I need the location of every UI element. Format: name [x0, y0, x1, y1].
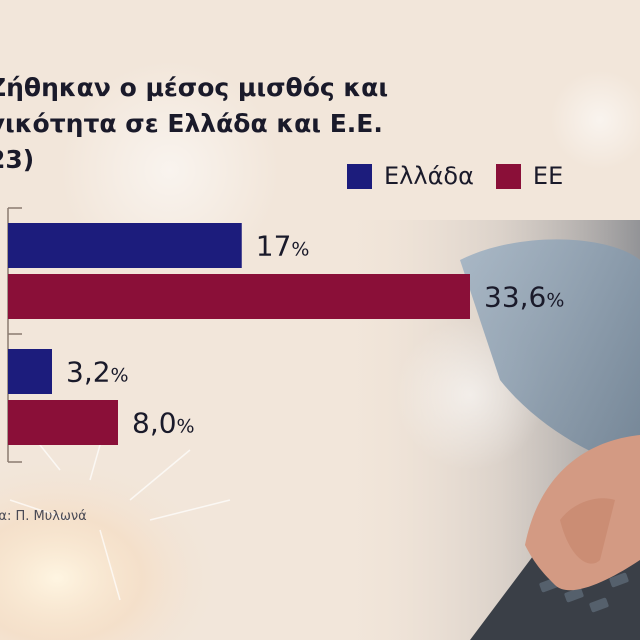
legend-label-greece: Ελλάδα [384, 162, 474, 190]
bar-eu-1 [8, 274, 470, 319]
source-credit: ια: Π. Μυλωνά [0, 509, 87, 524]
bar-greece-1 [8, 223, 242, 268]
chart-title-line-3: 23) [0, 145, 35, 174]
bar-greece-2 [8, 349, 52, 394]
bar-eu-2 [8, 400, 118, 445]
data-label-eu-2: 8,0% [132, 407, 195, 440]
legend-item-greece: Ελλάδα [347, 162, 474, 190]
legend-swatch-eu [495, 163, 521, 189]
legend-item-eu: ΕΕ [495, 162, 564, 190]
chart-legend: Ελλάδα ΕΕ [347, 162, 585, 190]
data-label-eu-1: 33,6% [484, 281, 564, 314]
chart-title-line-1: Ζήθηκαν ο μέσος μισθός και [0, 73, 389, 102]
chart-title-line-2: γικότητα σε Ελλάδα και Ε.Ε. [0, 109, 383, 138]
legend-swatch-greece [347, 163, 372, 189]
legend-label-eu: ΕΕ [532, 162, 564, 190]
chart-title: Ζήθηκαν ο μέσος μισθός και γικότητα σε Ε… [0, 70, 408, 178]
data-label-greece-1: 17% [256, 230, 310, 263]
data-label-greece-2: 3,2% [66, 356, 129, 389]
